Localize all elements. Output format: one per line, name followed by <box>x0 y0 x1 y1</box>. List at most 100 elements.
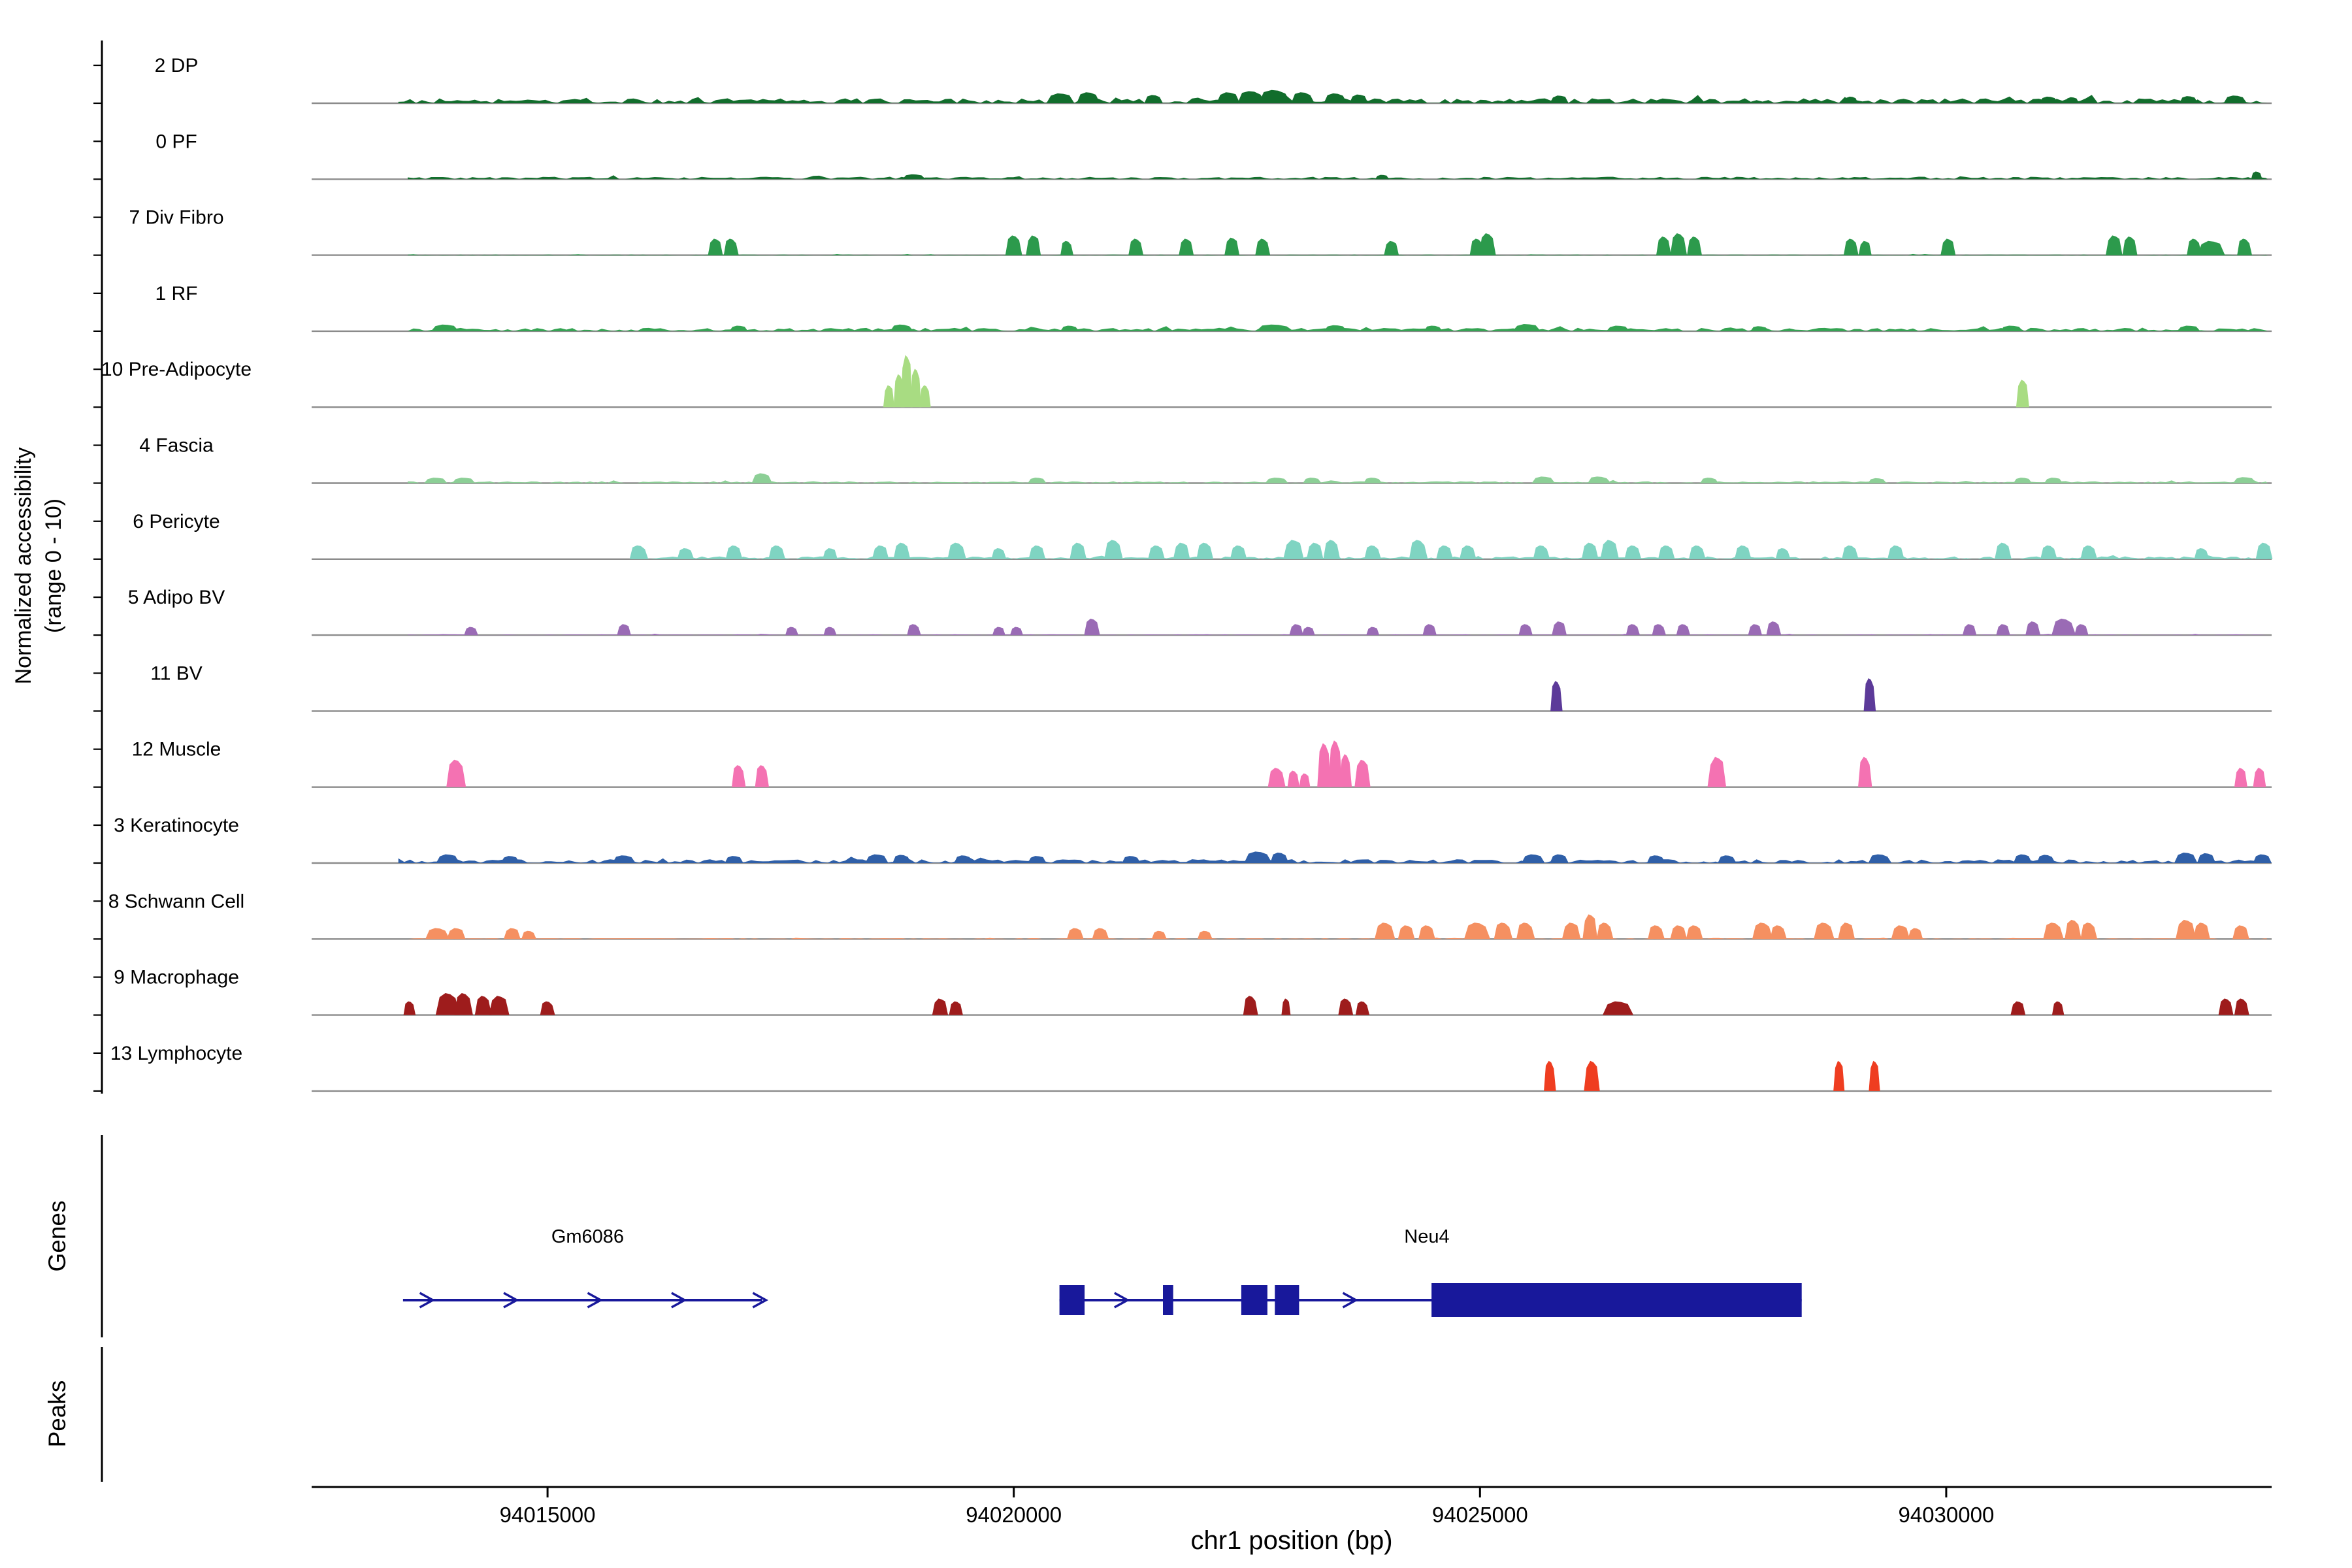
track-peak <box>1658 545 1675 559</box>
track-peak <box>2051 1001 2065 1015</box>
y-axis-label: Normalized accessibility (range 0 - 10) <box>9 448 69 685</box>
track-peak <box>1289 624 1303 636</box>
track-peak <box>1224 237 1240 255</box>
track-peak <box>1531 476 1556 483</box>
track-peak <box>1464 923 1490 939</box>
track-peak <box>677 548 694 559</box>
gene-label: Gm6086 <box>551 1226 624 1247</box>
track-peak <box>1243 996 1258 1015</box>
track-peak <box>1584 1060 1600 1091</box>
track-peak <box>1267 768 1286 787</box>
track-peak <box>1010 627 1023 636</box>
track-peak <box>2237 238 2252 255</box>
track-peak <box>540 1001 555 1015</box>
track-noise-signal <box>398 857 2268 863</box>
track-label: 11 BV <box>150 662 203 684</box>
track-label: 0 PF <box>155 131 197 152</box>
track-peak <box>2234 768 2247 787</box>
track-peak <box>1339 754 1352 787</box>
track-label: 1 RF <box>155 283 197 304</box>
track-peak <box>1775 548 1791 559</box>
track-peak <box>1144 95 1163 103</box>
track-peak <box>2232 477 2257 483</box>
track-peak <box>1533 545 1550 559</box>
track-peak <box>1734 545 1752 559</box>
track-peak <box>1707 757 1727 787</box>
gene-exon <box>1275 1285 1299 1315</box>
track-peak <box>629 545 649 559</box>
track-peak <box>2080 923 2098 939</box>
track-peak <box>1104 540 1123 559</box>
track-peak <box>1940 238 1956 255</box>
track-peak <box>732 765 746 787</box>
track-peak <box>2255 542 2273 559</box>
track-peak <box>1581 542 1599 559</box>
track-peak <box>2000 325 2023 331</box>
y-axis-label-line2: (range 0 - 10) <box>41 498 66 633</box>
track-12-muscle: 12 Muscle <box>93 739 2272 788</box>
track-peak <box>1700 478 1719 483</box>
track-peak <box>1299 773 1311 787</box>
track-noise-signal <box>408 480 2268 483</box>
track-peak <box>1858 757 1872 787</box>
track-peak <box>902 174 926 180</box>
track-peak <box>1561 923 1581 939</box>
track-peak <box>1676 624 1691 636</box>
track-peak <box>521 930 536 939</box>
genes-section-label: Genes <box>44 1200 71 1272</box>
track-label: 13 Lymphocyte <box>110 1043 242 1064</box>
track-peak <box>1324 93 1347 103</box>
track-peak <box>751 473 772 483</box>
track-peak <box>893 542 911 559</box>
track-peak <box>723 238 739 255</box>
track-peak <box>725 545 743 559</box>
track-peak <box>1606 325 1630 331</box>
track-peak <box>1424 325 1443 331</box>
track-peak <box>708 238 723 255</box>
track-6-pericyte: 6 Pericyte <box>93 511 2273 560</box>
track-label: 10 Pre-Adipocyte <box>101 359 252 380</box>
track-peak <box>1962 624 1977 636</box>
track-peak <box>1197 930 1213 939</box>
track-peak <box>1869 1060 1880 1091</box>
track-peak <box>500 856 520 863</box>
track-5-adipo-bv: 5 Adipo BV <box>93 587 2272 636</box>
track-peak <box>1173 542 1190 559</box>
track-8-schwann-cell: 8 Schwann Cell <box>93 890 2272 940</box>
gene-exon <box>1059 1285 1085 1315</box>
track-peak <box>1596 923 1614 939</box>
track-peak <box>755 765 769 787</box>
track-peak <box>1026 235 1041 255</box>
strand-arrow-icon <box>1113 1292 1130 1309</box>
strand-arrow-icon <box>671 1292 687 1309</box>
track-peak <box>446 928 466 939</box>
track-peak <box>1868 478 1887 483</box>
x-tick-label: 94020000 <box>966 1503 1062 1527</box>
track-peak <box>2036 855 2055 863</box>
track-peak <box>431 324 459 331</box>
strand-arrow-icon <box>587 1292 604 1309</box>
track-peak <box>2187 238 2202 255</box>
track-peak <box>1844 96 1858 103</box>
track-peak <box>1067 928 1084 939</box>
track-peak <box>1752 923 1773 939</box>
track-peak <box>2043 923 2064 939</box>
track-peak <box>1409 540 1428 559</box>
track-peak <box>872 545 889 559</box>
track-peak <box>823 548 838 559</box>
track-peak <box>436 854 460 863</box>
x-tick-label: 94015000 <box>500 1503 596 1527</box>
track-peak <box>1512 324 1541 331</box>
track-peak <box>2179 96 2198 103</box>
strand-arrow-icon <box>1342 1292 1359 1309</box>
track-peak <box>1516 923 1535 939</box>
track-peak <box>1375 174 1390 180</box>
track-label: 4 Fascia <box>139 435 214 457</box>
track-peak <box>1270 853 1289 863</box>
track-noise-signal <box>408 175 2268 180</box>
track-peak <box>2065 919 2082 939</box>
track-9-macrophage: 9 Macrophage <box>93 967 2272 1016</box>
track-3-keratinocyte: 3 Keratinocyte <box>93 815 2272 864</box>
track-peak <box>2025 621 2041 636</box>
strand-arrow-icon <box>503 1292 519 1309</box>
